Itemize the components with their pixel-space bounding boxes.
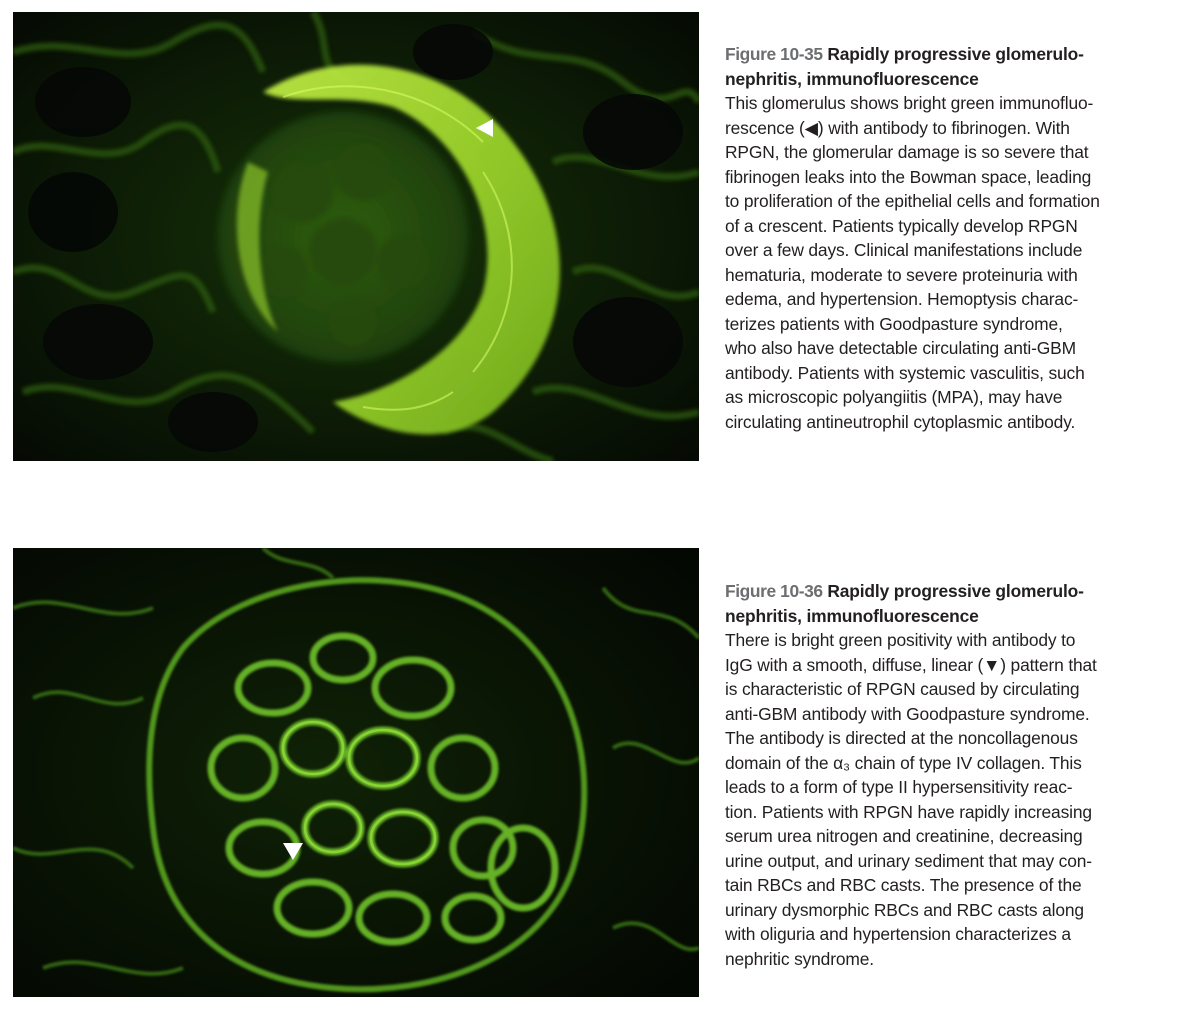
fluorescence-micrograph-linear xyxy=(13,548,699,997)
caption-10-35: Figure 10-35 Rapidly progressive glomeru… xyxy=(725,42,1165,434)
caption-line: hematuria, moderate to severe proteinuri… xyxy=(725,264,1078,285)
caption-line: anti-GBM antibody with Goodpasture syndr… xyxy=(725,703,1090,724)
caption-line: IgG with a smooth, diffuse, linear (▼) p… xyxy=(725,654,1097,675)
caption-body: This glomerulus shows bright green immun… xyxy=(725,91,1165,434)
caption-line: There is bright green positivity with an… xyxy=(725,630,1076,650)
caption-line: who also have detectable circulating ant… xyxy=(725,338,1076,358)
caption-line: domain of the α₃ chain of type IV collag… xyxy=(725,752,1082,773)
caption-line: tain RBCs and RBC casts. The presence of… xyxy=(725,875,1082,895)
caption-body: There is bright green positivity with an… xyxy=(725,628,1165,971)
caption-line: RPGN, the glomerular damage is so severe… xyxy=(725,142,1089,162)
figure-title-line2: nephritis, immunofluorescence xyxy=(725,68,979,89)
caption-line: This glomerulus shows bright green immun… xyxy=(725,93,1094,113)
caption-line: serum urea nitrogen and creatinine, decr… xyxy=(725,826,1083,846)
caption-10-36: Figure 10-36 Rapidly progressive glomeru… xyxy=(725,579,1165,971)
micrograph-linear-image xyxy=(13,548,699,997)
caption-line: tion. Patients with RPGN have rapidly in… xyxy=(725,801,1092,822)
caption-line: is characteristic of RPGN caused by circ… xyxy=(725,679,1080,699)
caption-line: urinary dysmorphic RBCs and RBC casts al… xyxy=(725,899,1084,920)
figure-number: Figure 10-35 xyxy=(725,44,823,64)
caption-line: urine output, and urinary sediment that … xyxy=(725,850,1092,871)
caption-heading: Figure 10-35 Rapidly progressive glomeru… xyxy=(725,42,1165,91)
figure-title-line1: Rapidly progressive glomerulo- xyxy=(827,581,1084,601)
micrograph-crescent-image xyxy=(13,12,699,461)
arrowhead-down-icon xyxy=(283,843,303,860)
caption-line: of a crescent. Patients typically develo… xyxy=(725,215,1078,236)
caption-line: as microscopic polyangiitis (MPA), may h… xyxy=(725,387,1063,407)
caption-line: The antibody is directed at the noncolla… xyxy=(725,728,1078,748)
caption-line: fibrinogen leaks into the Bowman space, … xyxy=(725,166,1092,187)
caption-line: edema, and hypertension. Hemoptysis char… xyxy=(725,289,1079,309)
arrowhead-left-icon xyxy=(476,119,493,137)
caption-line: circulating antineutrophil cytoplasmic a… xyxy=(725,411,1076,432)
caption-line: antibody. Patients with systemic vasculi… xyxy=(725,362,1085,383)
caption-line: leads to a form of type II hypersensitiv… xyxy=(725,777,1073,797)
caption-line: to proliferation of the epithelial cells… xyxy=(725,191,1100,211)
caption-line: over a few days. Clinical manifestations… xyxy=(725,240,1083,260)
caption-line: rescence (◀) with antibody to fibrinogen… xyxy=(725,117,1070,138)
caption-heading: Figure 10-36 Rapidly progressive glomeru… xyxy=(725,579,1165,628)
caption-line: with oliguria and hypertension character… xyxy=(725,924,1071,944)
figure-title-line1: Rapidly progressive glomerulo- xyxy=(827,44,1084,64)
caption-line: nephritic syndrome. xyxy=(725,948,874,969)
fluorescence-micrograph-crescent xyxy=(13,12,699,461)
figure-number: Figure 10-36 xyxy=(725,581,823,601)
figure-title-line2: nephritis, immunofluorescence xyxy=(725,605,979,626)
caption-line: terizes patients with Goodpasture syndro… xyxy=(725,313,1063,334)
